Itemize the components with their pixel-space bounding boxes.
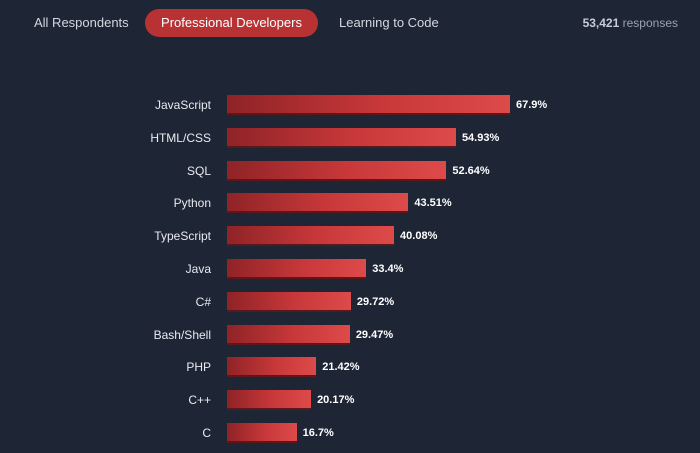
bar	[227, 357, 317, 378]
bar	[227, 259, 367, 279]
bar	[227, 193, 409, 214]
category-label: JavaScript	[154, 98, 211, 112]
category-label: Python	[173, 196, 211, 211]
responses-label: responses	[622, 16, 678, 30]
bar	[227, 127, 456, 148]
bar-chart: JavaScript 67.9% HTML/CSS 54.93% SQL 52.64% Py…	[0, 95, 700, 453]
chart-row: JavaScript 67.9%	[0, 95, 700, 115]
category-label: HTML/CSS	[150, 130, 211, 145]
bar	[227, 226, 395, 247]
value-label: 16.7%	[302, 427, 334, 439]
responses-number: 53,421	[582, 16, 620, 30]
bar	[227, 160, 447, 181]
category-label: Bash/Shell	[153, 327, 211, 342]
category-label: Java	[185, 262, 211, 276]
category-label: C	[202, 426, 211, 440]
chart-row: C# 29.72%	[0, 291, 700, 312]
chart-row: TypeScript 40.08%	[0, 226, 700, 247]
tab-all-respondents[interactable]: All Respondents	[34, 15, 129, 30]
chart-row: HTML/CSS 54.93%	[0, 127, 700, 148]
chart-row: Bash/Shell 29.47%	[0, 324, 700, 345]
value-label: 52.64%	[452, 164, 490, 177]
value-label: 29.47%	[355, 328, 394, 341]
tab-professional-developers[interactable]: Professional Developers	[145, 9, 318, 37]
value-label: 54.93%	[461, 131, 500, 144]
value-label: 40.08%	[400, 230, 438, 243]
chart-row: SQL 52.64%	[0, 160, 700, 181]
bar	[227, 423, 297, 443]
chart-row: Python 43.51%	[0, 193, 700, 214]
category-label: C++	[188, 393, 211, 408]
value-label: 21.42%	[322, 361, 360, 374]
chart-row: C++ 20.17%	[0, 390, 700, 411]
chart-row: Java 33.4%	[0, 259, 700, 279]
chart-row: PHP 21.42%	[0, 357, 700, 378]
value-label: 43.51%	[414, 197, 452, 210]
respondent-tabs: All Respondents Professional Developers …	[0, 0, 700, 46]
value-label: 33.4%	[372, 263, 404, 275]
bar	[227, 291, 351, 312]
category-label: PHP	[186, 360, 211, 375]
value-label: 20.17%	[317, 394, 355, 407]
bar	[227, 95, 510, 115]
responses-count: 53,421 responses	[583, 9, 678, 37]
value-label: 29.72%	[356, 295, 395, 308]
bar	[227, 390, 312, 411]
category-label: TypeScript	[154, 229, 211, 244]
chart-row: C 16.7%	[0, 423, 700, 443]
value-label: 67.9%	[516, 99, 548, 111]
category-label: SQL	[186, 163, 211, 178]
category-label: C#	[195, 294, 211, 309]
bar	[227, 324, 350, 345]
tab-learning-to-code[interactable]: Learning to Code	[339, 15, 439, 30]
